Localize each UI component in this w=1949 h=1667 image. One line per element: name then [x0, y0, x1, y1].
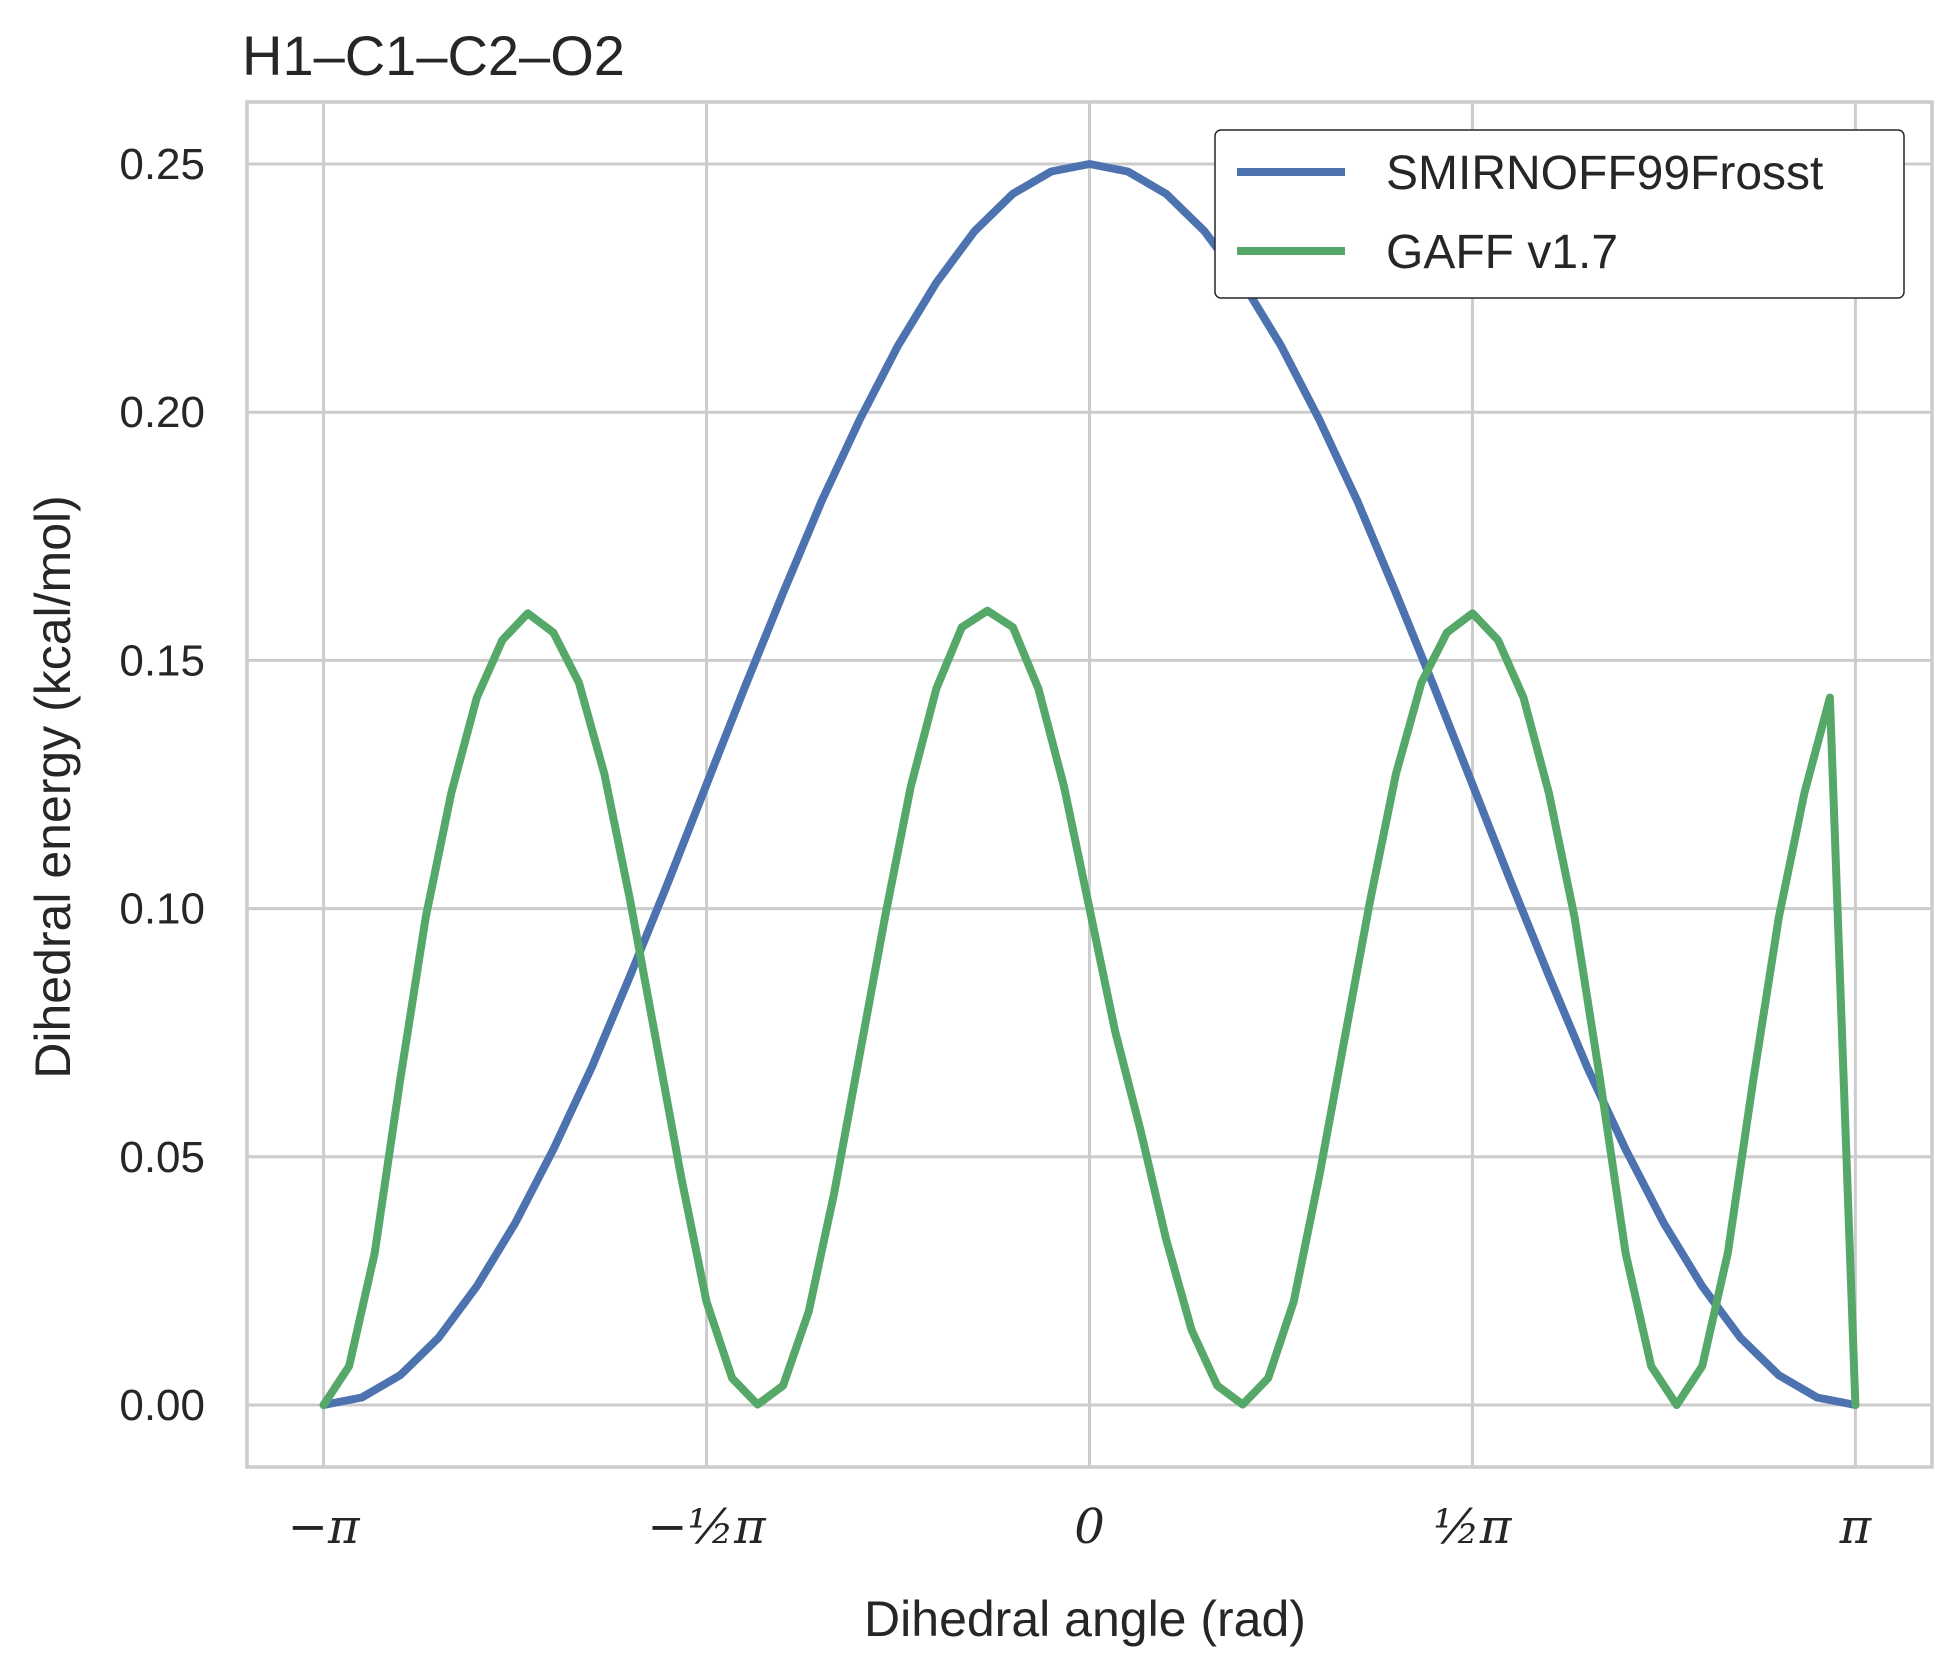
y-tick-label: 0.10: [119, 885, 205, 934]
y-tick-label: 0.25: [119, 140, 205, 189]
y-tick-label: 0.00: [119, 1381, 205, 1430]
x-tick-label: −½π: [647, 1499, 767, 1555]
y-tick-label: 0.15: [119, 636, 205, 685]
x-tick-label: 0: [1074, 1499, 1105, 1555]
legend-label: SMIRNOFF99Frosst: [1386, 147, 1823, 200]
y-tick-labels: 0.00 0.05 0.10 0.15 0.20 0.25: [119, 140, 205, 1430]
y-axis-label: Dihedral energy (kcal/mol): [25, 495, 81, 1079]
legend-label: GAFF v1.7: [1386, 226, 1618, 279]
chart-title: H1–C1–C2–O2: [242, 24, 625, 87]
series-layer: [319, 160, 1860, 1409]
x-axis-label: Dihedral angle (rad): [864, 1591, 1306, 1647]
x-tick-label: ½π: [1433, 1499, 1513, 1555]
y-tick-label: 0.20: [119, 388, 205, 437]
legend-box: [1214, 129, 1905, 299]
x-tick-label: −π: [288, 1499, 361, 1555]
legend: SMIRNOFF99Frosst GAFF v1.7: [1214, 129, 1905, 299]
plot-frame: [245, 100, 1934, 1469]
y-tick-label: 0.05: [119, 1133, 205, 1182]
x-tick-labels: −π −½π 0 ½π π: [288, 1499, 1873, 1555]
x-tick-label: π: [1839, 1499, 1873, 1555]
series-line: [319, 606, 1860, 1409]
